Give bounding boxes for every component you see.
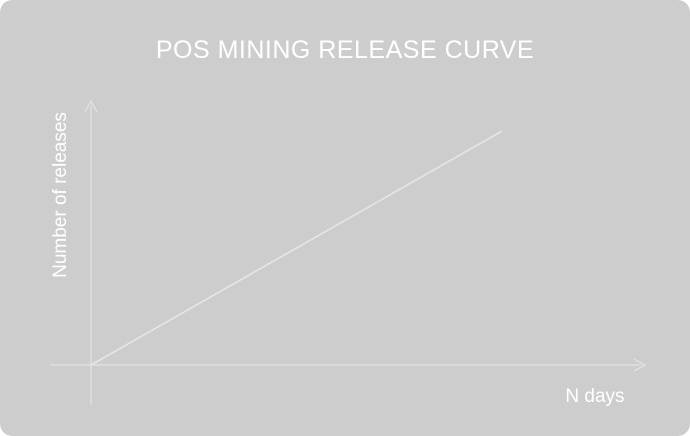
y-axis-label: Number of releases [50, 112, 71, 278]
axes [50, 99, 647, 405]
y-axis-arrow [84, 99, 98, 113]
series-line-0 [90, 130, 503, 366]
x-axis-label: N days [565, 386, 625, 407]
plot-area [90, 130, 503, 366]
x-axis-arrow [633, 358, 647, 372]
chart-title: POS MINING RELEASE CURVE [155, 36, 535, 64]
